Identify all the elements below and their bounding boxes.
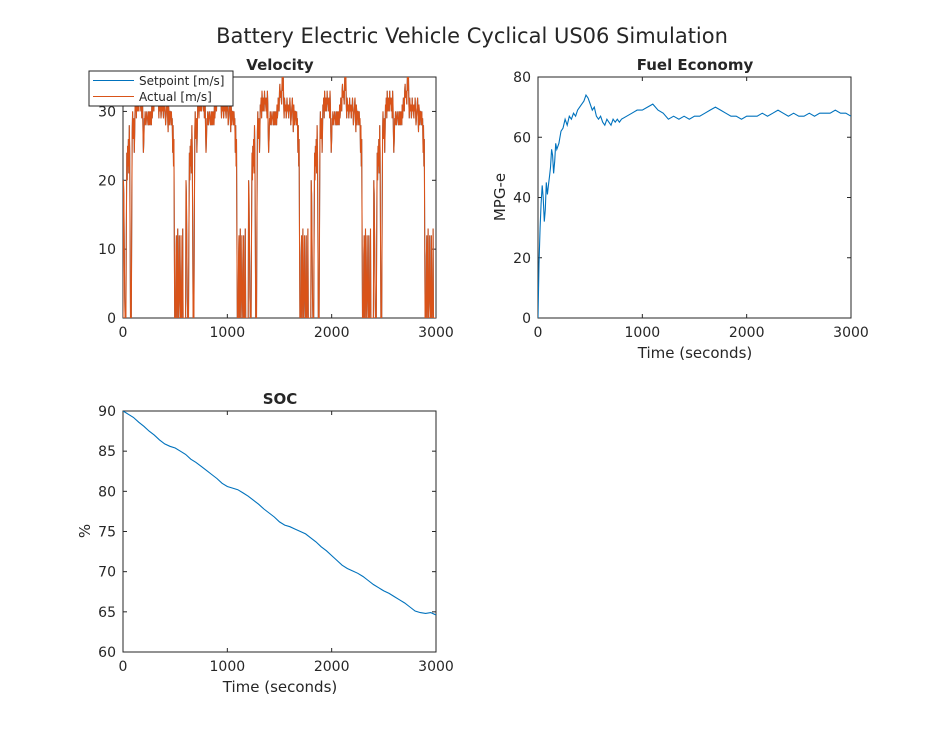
soc-xlabel: Time (seconds) (222, 678, 338, 696)
y-tick-label: 20 (98, 173, 116, 189)
y-tick-label: 70 (98, 565, 116, 581)
x-tick-label: 2000 (314, 659, 350, 675)
x-tick-label: 0 (534, 325, 543, 341)
y-tick-label: 65 (98, 605, 116, 621)
legend-entry-setpoint: Setpoint [m/s] (139, 74, 224, 88)
velocity-lines (123, 77, 436, 318)
velocity-ticks: 0 1000 2000 3000 0 10 20 30 (98, 77, 454, 341)
soc-title: SOC (263, 390, 298, 408)
x-tick-label: 1000 (625, 325, 661, 341)
velocity-title: Velocity (246, 56, 314, 74)
x-tick-label: 1000 (210, 325, 246, 341)
y-tick-label: 0 (522, 311, 531, 327)
x-tick-label: 3000 (833, 325, 869, 341)
legend-box (88, 70, 234, 107)
x-tick-label: 2000 (314, 325, 350, 341)
fuel-economy-title: Fuel Economy (637, 56, 754, 74)
fuel-economy-plot-area (537, 76, 852, 319)
y-tick-label: 10 (98, 242, 116, 258)
y-tick-label: 0 (107, 311, 116, 327)
velocity-legend: Setpoint [m/s] Actual [m/s] (88, 70, 234, 107)
fuel-economy-xlabel: Time (seconds) (637, 344, 753, 362)
fuel-economy-ticks: 0 1000 2000 3000 0 20 40 60 80 (513, 70, 869, 341)
figure-suptitle: Battery Electric Vehicle Cyclical US06 S… (216, 24, 728, 48)
soc-lines (123, 411, 436, 616)
y-tick-label: 60 (98, 645, 116, 661)
x-tick-label: 0 (119, 659, 128, 675)
series-line (538, 93, 851, 318)
y-tick-label: 80 (98, 484, 116, 500)
x-tick-label: 0 (119, 325, 128, 341)
y-tick-label: 30 (98, 104, 116, 120)
x-tick-label: 3000 (418, 325, 454, 341)
x-tick-label: 2000 (729, 325, 765, 341)
soc-ticks: 0 1000 2000 3000 60 65 70 75 80 85 90 (98, 404, 454, 675)
x-tick-label: 3000 (418, 659, 454, 675)
y-tick-label: 60 (513, 130, 531, 146)
fuel-economy-lines (538, 93, 851, 318)
velocity-axes: 0 1000 2000 3000 0 10 20 30 Velocity Setpoint [… (88, 56, 454, 341)
soc-ylabel: % (76, 524, 94, 538)
y-tick-label: 40 (513, 191, 531, 207)
x-tick-label: 1000 (210, 659, 246, 675)
series-line (123, 411, 436, 616)
y-tick-label: 90 (98, 404, 116, 420)
y-tick-label: 20 (513, 251, 531, 267)
y-tick-label: 85 (98, 444, 116, 460)
soc-axes: 0 1000 2000 3000 60 65 70 75 80 85 90 SOC Time (se… (76, 390, 454, 696)
series-line-actual (123, 77, 436, 318)
fuel-economy-ylabel: MPG-e (491, 173, 509, 221)
y-tick-label: 75 (98, 525, 116, 541)
legend-entry-actual: Actual [m/s] (139, 90, 212, 104)
fuel-economy-axes: 0 1000 2000 3000 0 20 40 60 80 Fuel Economy Time… (491, 56, 869, 362)
velocity-plot-area (122, 76, 437, 319)
y-tick-label: 80 (513, 70, 531, 86)
soc-plot-area (122, 410, 437, 653)
